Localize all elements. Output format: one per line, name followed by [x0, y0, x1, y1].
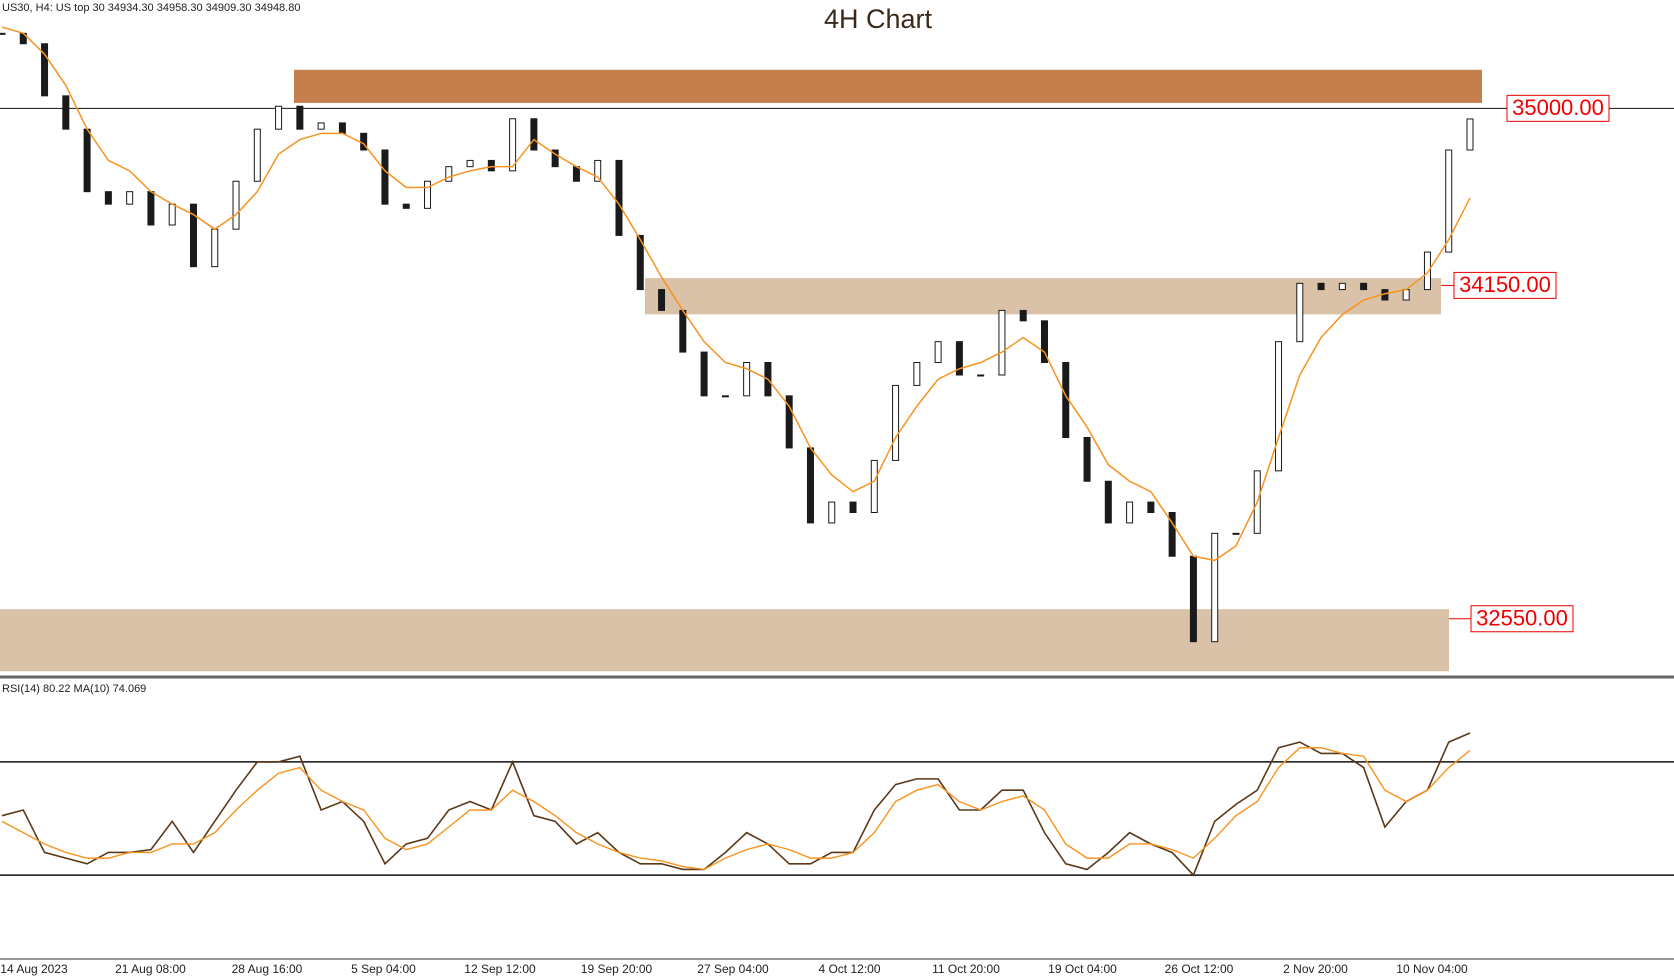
- x-tick-label: 12 Sep 12:00: [464, 962, 536, 976]
- candle: [1360, 282, 1368, 291]
- level-label: 32550.00: [1476, 606, 1568, 631]
- candle: [1338, 282, 1346, 291]
- candle: [551, 149, 559, 168]
- x-tick-label: 11 Oct 20:00: [932, 962, 1000, 976]
- chart-title: 4H Chart: [824, 4, 933, 34]
- candle: [62, 95, 70, 130]
- candle: [253, 128, 261, 182]
- candle: [1104, 480, 1112, 524]
- symbol-header: US30, H4: US top 30 34934.30 34958.30 34…: [2, 2, 300, 14]
- candle: [1445, 149, 1453, 253]
- x-tick-label: 19 Oct 04:00: [1048, 962, 1117, 976]
- candle: [615, 159, 623, 236]
- candle: [211, 228, 219, 268]
- x-tick-label: 21 Aug 08:00: [115, 962, 186, 976]
- zone: [645, 278, 1441, 315]
- x-tick-label: 14 Aug 2023: [0, 962, 68, 976]
- candle: [1317, 282, 1325, 291]
- candle: [1275, 341, 1283, 472]
- candle: [1126, 501, 1134, 524]
- candle: [232, 180, 240, 230]
- candle: [147, 191, 155, 226]
- candle: [679, 309, 687, 353]
- level-label: 34150.00: [1459, 272, 1551, 297]
- candle: [700, 351, 708, 397]
- candle: [1168, 512, 1176, 557]
- candle: [402, 203, 410, 209]
- candle: [998, 309, 1006, 376]
- level-label: 35000.00: [1512, 95, 1604, 120]
- candle: [955, 341, 963, 376]
- candle: [1466, 118, 1474, 151]
- candle: [530, 118, 538, 151]
- x-tick-label: 4 Oct 12:00: [818, 962, 880, 976]
- candle: [1423, 251, 1431, 291]
- candle: [828, 501, 836, 524]
- candle: [275, 105, 283, 130]
- x-tick-label: 28 Aug 16:00: [232, 962, 303, 976]
- candle: [445, 166, 453, 182]
- x-tick-label: 5 Sep 04:00: [351, 962, 416, 976]
- candle: [1189, 555, 1197, 643]
- level-label-box: [1506, 94, 1610, 122]
- zone: [294, 69, 1482, 103]
- candle: [189, 203, 197, 268]
- rsi-line: [1, 732, 1471, 877]
- candle: [806, 447, 814, 524]
- rsi-line: [1, 747, 1471, 871]
- candle: [594, 159, 602, 182]
- candle: [104, 191, 112, 205]
- candle: [1296, 282, 1304, 343]
- candle: [168, 203, 176, 226]
- candle: [317, 122, 325, 130]
- level-label-box: [1470, 605, 1574, 633]
- candle: [913, 362, 921, 386]
- candle: [0, 32, 6, 35]
- candle: [658, 289, 666, 311]
- candle: [636, 234, 644, 291]
- candle: [721, 395, 729, 398]
- x-tick-label: 19 Sep 20:00: [581, 962, 653, 976]
- candle: [892, 384, 900, 461]
- x-tick-label: 27 Sep 04:00: [697, 962, 769, 976]
- x-tick-label: 26 Oct 12:00: [1165, 962, 1234, 976]
- candle: [487, 159, 495, 172]
- candle: [381, 149, 389, 205]
- candle: [1019, 309, 1027, 322]
- candle: [509, 118, 517, 172]
- candle: [977, 374, 985, 377]
- candle: [849, 501, 857, 514]
- candle: [1083, 437, 1091, 482]
- x-tick-label: 2 Nov 20:00: [1283, 962, 1348, 976]
- rsi-header: RSI(14) 80.22 MA(10) 74.069: [2, 683, 146, 695]
- candle: [338, 122, 346, 134]
- candle: [1040, 320, 1048, 364]
- x-tick-label: 10 Nov 04:00: [1396, 962, 1468, 976]
- candle: [870, 459, 878, 513]
- candle: [466, 159, 474, 168]
- candle: [1402, 289, 1410, 301]
- candle: [424, 180, 432, 209]
- candle: [41, 43, 49, 97]
- moving-average: [1, 26, 1471, 562]
- candle: [743, 362, 751, 397]
- candle: [785, 395, 793, 449]
- candle: [1232, 532, 1240, 535]
- candle: [572, 166, 580, 182]
- candle: [126, 191, 134, 205]
- candle: [1211, 532, 1219, 643]
- candle: [296, 105, 304, 130]
- candle: [1147, 501, 1155, 514]
- zone: [0, 609, 1449, 672]
- candle: [83, 128, 91, 193]
- candle: [934, 341, 942, 363]
- level-label-box: [1453, 271, 1557, 299]
